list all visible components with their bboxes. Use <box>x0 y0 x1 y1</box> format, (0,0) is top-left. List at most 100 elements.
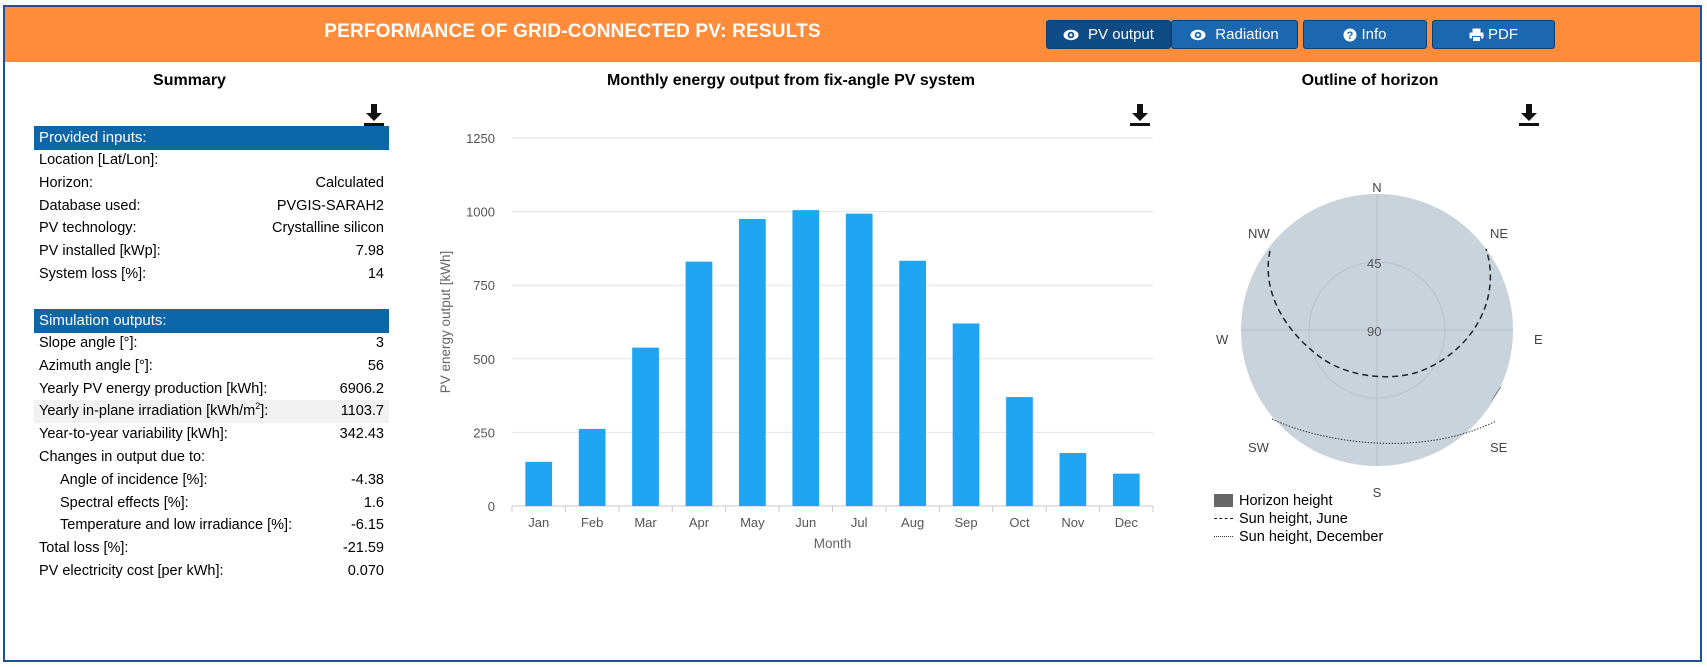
info-label: Info <box>1361 26 1387 43</box>
download-icon[interactable] <box>1518 103 1540 127</box>
horizon-title: Outline of horizon <box>1301 72 1439 89</box>
inputs-header: Provided inputs: <box>34 126 389 150</box>
june-swatch <box>1214 518 1233 519</box>
x-tick-label: Apr <box>689 515 710 530</box>
x-tick-label: Jan <box>528 515 549 530</box>
row-label: Total loss [%]: <box>39 540 129 557</box>
row-label: Angle of incidence [%]: <box>60 471 208 488</box>
summary-row: Slope angle [°]: 3 <box>34 332 389 355</box>
row-label: Spectral effects [%]: <box>60 494 189 511</box>
dir-ne: NE <box>1490 226 1508 241</box>
x-tick-label: May <box>740 515 765 530</box>
eye-icon <box>1190 29 1206 41</box>
pv-output-button[interactable]: PV output <box>1046 20 1171 49</box>
row-label: Changes in output due to: <box>39 449 206 465</box>
pv-output-label: PV output <box>1088 26 1154 43</box>
bar <box>525 461 553 506</box>
dir-w: W <box>1216 332 1229 347</box>
dir-nw: NW <box>1248 226 1270 241</box>
y-tick-label: 500 <box>473 352 495 367</box>
x-tick-label: Nov <box>1061 515 1085 530</box>
row-label: PV electricity cost [per kWh]: <box>39 563 224 579</box>
bar <box>845 213 873 506</box>
legend-item-december: Sun height, December <box>1214 528 1383 546</box>
summary-row: Horizon: Calculated <box>34 172 389 195</box>
row-label: Slope angle [°]: <box>39 335 138 351</box>
ring-label-45: 45 <box>1367 256 1381 271</box>
x-tick-label: Mar <box>634 515 657 530</box>
summary-row: Total loss [%]: -21.59 <box>34 537 389 560</box>
row-label: Temperature and low irradiance [%]: <box>60 517 293 534</box>
dir-s: S <box>1373 485 1382 500</box>
radiation-button[interactable]: Radiation <box>1171 20 1298 49</box>
row-label: Horizon: <box>39 174 93 191</box>
summary-row: PV electricity cost [per kWh]: 0.070 <box>34 560 389 583</box>
row-label: PV technology: <box>39 220 137 237</box>
summary-row: Yearly in-plane irradiation [kWh/m2]: 110… <box>34 400 389 424</box>
row-label: Database used: <box>39 197 141 214</box>
bar <box>739 218 766 506</box>
print-icon <box>1469 28 1484 42</box>
eye-icon <box>1063 29 1079 41</box>
row-value: PVGIS-SARAH2 <box>276 197 384 214</box>
radiation-label: Radiation <box>1215 26 1279 43</box>
legend-label: Sun height, December <box>1239 529 1384 545</box>
download-icon[interactable] <box>363 103 385 127</box>
horizon-polar-chart: 45 90 N NE E SE S SW W NW <box>1216 180 1543 500</box>
legend-label: Sun height, June <box>1239 511 1348 527</box>
y-axis-label: PV energy output [kWh] <box>438 251 453 394</box>
bar <box>792 210 820 506</box>
row-label: Yearly PV energy production [kWh]: <box>39 380 268 397</box>
dir-se: SE <box>1490 440 1508 455</box>
bar <box>1006 397 1033 506</box>
row-value: 56 <box>367 357 384 374</box>
row-label: PV installed [kWp]: <box>39 243 161 260</box>
svg-text:?: ? <box>1347 30 1354 42</box>
sun-path-december <box>1271 418 1497 444</box>
summary-row: Year-to-year variability [kWh]: 342.43 <box>34 423 389 446</box>
x-tick-label: Aug <box>901 515 924 530</box>
bar <box>899 260 926 506</box>
summary-row: Database used: PVGIS-SARAH2 <box>34 195 389 218</box>
x-tick-label: Feb <box>581 515 603 530</box>
y-tick-label: 0 <box>488 499 495 514</box>
row-value: 0.070 <box>347 563 384 579</box>
legend-item-horizon: Horizon height <box>1214 492 1383 510</box>
info-button[interactable]: ? Info <box>1303 20 1427 49</box>
row-value: 6906.2 <box>339 380 384 397</box>
pdf-button[interactable]: PDF <box>1432 20 1555 49</box>
row-label: Azimuth angle [°]: <box>39 357 153 374</box>
chart-title: Monthly energy output from fix-angle PV … <box>606 72 976 89</box>
row-value: 7.98 <box>355 243 384 260</box>
bar <box>632 347 659 506</box>
bar <box>1059 453 1087 506</box>
results-panel: PERFORMANCE OF GRID-CONNECTED PV: RESULT… <box>3 5 1702 662</box>
row-value: -4.38 <box>350 471 384 488</box>
download-icon[interactable] <box>1129 103 1151 127</box>
row-value: 1.6 <box>363 494 384 511</box>
summary-row: Angle of incidence [%]: -4.38 <box>34 469 389 492</box>
summary-row: PV installed [kWp]: 7.98 <box>34 240 389 263</box>
x-tick-label: Sep <box>954 515 977 530</box>
row-label: System loss [%]: <box>39 266 147 282</box>
monthly-energy-chart: 0 250 500 750 1000 1250 Jan Feb Mar Apr May Jun Jul A… <box>438 131 1154 551</box>
row-value: 14 <box>367 266 384 282</box>
horizon-legend: Horizon height Sun height, June Sun heig… <box>1214 492 1383 546</box>
summary-row: Spectral effects [%]: 1.6 <box>34 492 389 515</box>
row-value: Calculated <box>315 174 384 191</box>
horizon-swatch <box>1214 494 1233 507</box>
outputs-header: Simulation outputs: <box>34 309 389 333</box>
x-tick-label: Jul <box>851 515 868 530</box>
row-value: -6.15 <box>350 517 384 534</box>
dir-n: N <box>1372 180 1381 195</box>
summary-row: Temperature and low irradiance [%]: -6.15 <box>34 514 389 537</box>
horizon-height-shape <box>1490 385 1502 403</box>
ring-label-90: 90 <box>1367 324 1381 339</box>
pdf-label: PDF <box>1488 26 1518 43</box>
row-value: -21.59 <box>342 540 384 557</box>
info-icon: ? <box>1343 28 1357 42</box>
summary-title: Summary <box>153 72 226 89</box>
x-axis-label: Month <box>814 536 852 551</box>
y-tick-label: 250 <box>473 425 495 440</box>
summary-row: PV technology: Crystalline silicon <box>34 217 389 240</box>
